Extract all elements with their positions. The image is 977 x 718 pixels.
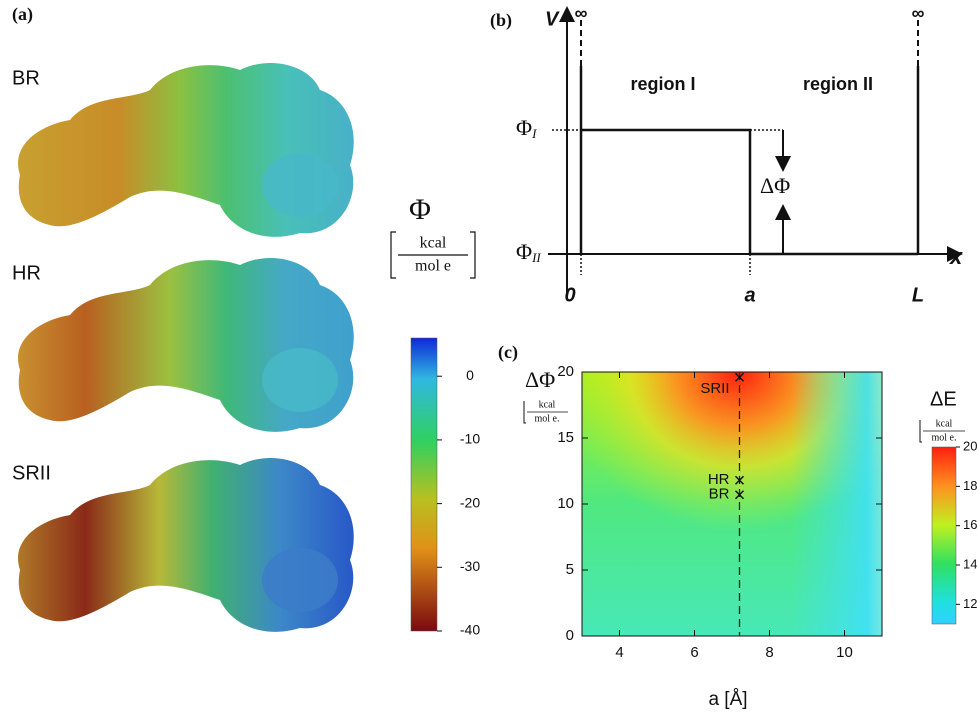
x-tick-label: 10: [836, 644, 853, 661]
infinity: ∞: [575, 3, 588, 23]
unit-bottom: mol e.: [535, 413, 560, 424]
colorbar-label: ΔE: [930, 388, 957, 410]
infinity: ∞: [912, 3, 925, 23]
y-tick-label: 15: [557, 429, 574, 446]
molecules: BR HR SRII: [12, 62, 354, 632]
x-tick-label: 4: [615, 644, 623, 661]
region-label: region I: [630, 74, 695, 94]
molecule: BR: [12, 62, 354, 237]
colorbar-tick-label: 16: [963, 517, 977, 532]
molecule-label: HR: [12, 262, 41, 284]
x-axis-label: a [Å]: [708, 689, 747, 710]
y-tick-label: 20: [557, 363, 574, 380]
y-tick-label: 10: [557, 495, 574, 512]
colorbar-tick-label: 20: [963, 438, 977, 453]
point-label: BR: [709, 486, 730, 503]
molecule-lobe: [262, 548, 338, 612]
colorbar: [410, 337, 438, 632]
panel-b: [548, 6, 963, 300]
y-unit: kcal mol e.: [523, 399, 568, 424]
region-label: region II: [803, 74, 873, 94]
colorbar: [931, 446, 957, 625]
panel-label: (c): [498, 342, 518, 363]
colorbar-tick-label: 14: [963, 556, 977, 571]
x-mark: L: [912, 284, 924, 306]
delta-label: ΔΦ: [760, 173, 790, 198]
unit-top: kcal: [420, 235, 447, 252]
colorbar-tick-label: 12: [963, 596, 977, 611]
axis-label: V: [545, 8, 560, 30]
colorbar-tick-label: 0: [466, 367, 474, 383]
x-tick-label: 6: [690, 644, 698, 661]
point-marker: [734, 475, 745, 485]
colorbar-unit: kcal mol e.: [919, 418, 965, 443]
molecule-lobe: [262, 153, 338, 217]
panel-label: (b): [490, 10, 512, 31]
unit-fraction: kcal mol e: [390, 231, 476, 279]
molecule-label: BR: [12, 67, 40, 89]
level-label: ΦI: [516, 115, 537, 141]
y-tick-label: 0: [566, 627, 574, 644]
point-marker: [734, 490, 745, 500]
colorbar-tick-label: 18: [963, 478, 977, 493]
molecule: SRII: [12, 457, 354, 632]
colorbar-symbol: Φ: [409, 193, 431, 226]
x-mark: 0: [564, 284, 575, 306]
molecule: HR: [12, 257, 354, 432]
y-axis-label: ΔΦ: [525, 367, 555, 392]
colorbar-tick-label: -40: [460, 622, 480, 638]
panel-label: (a): [12, 4, 33, 25]
heatmap: [582, 372, 882, 636]
unit-bottom: mol e.: [932, 432, 957, 443]
molecule-label: SRII: [12, 462, 51, 484]
level-label: ΦII: [516, 239, 541, 265]
molecule-lobe: [262, 348, 338, 412]
x-mark: a: [744, 284, 755, 306]
point-marker: [734, 372, 745, 382]
subscript: I: [531, 126, 537, 141]
symbol: Φ: [516, 115, 532, 140]
symbol: Φ: [516, 239, 532, 264]
unit-bottom: mol e: [415, 258, 451, 275]
axis-label: x: [949, 244, 963, 269]
point-label: HR: [708, 471, 730, 488]
x-tick-label: 8: [765, 644, 773, 661]
y-tick-label: 5: [566, 561, 574, 578]
subscript: II: [531, 250, 541, 265]
colorbar-tick-label: -20: [460, 494, 480, 510]
unit-top: kcal: [539, 399, 556, 410]
colorbar-tick-label: -10: [460, 431, 480, 447]
colorbar-tick-label: -30: [460, 558, 480, 574]
unit-top: kcal: [936, 418, 953, 429]
point-label: SRII: [700, 380, 729, 397]
